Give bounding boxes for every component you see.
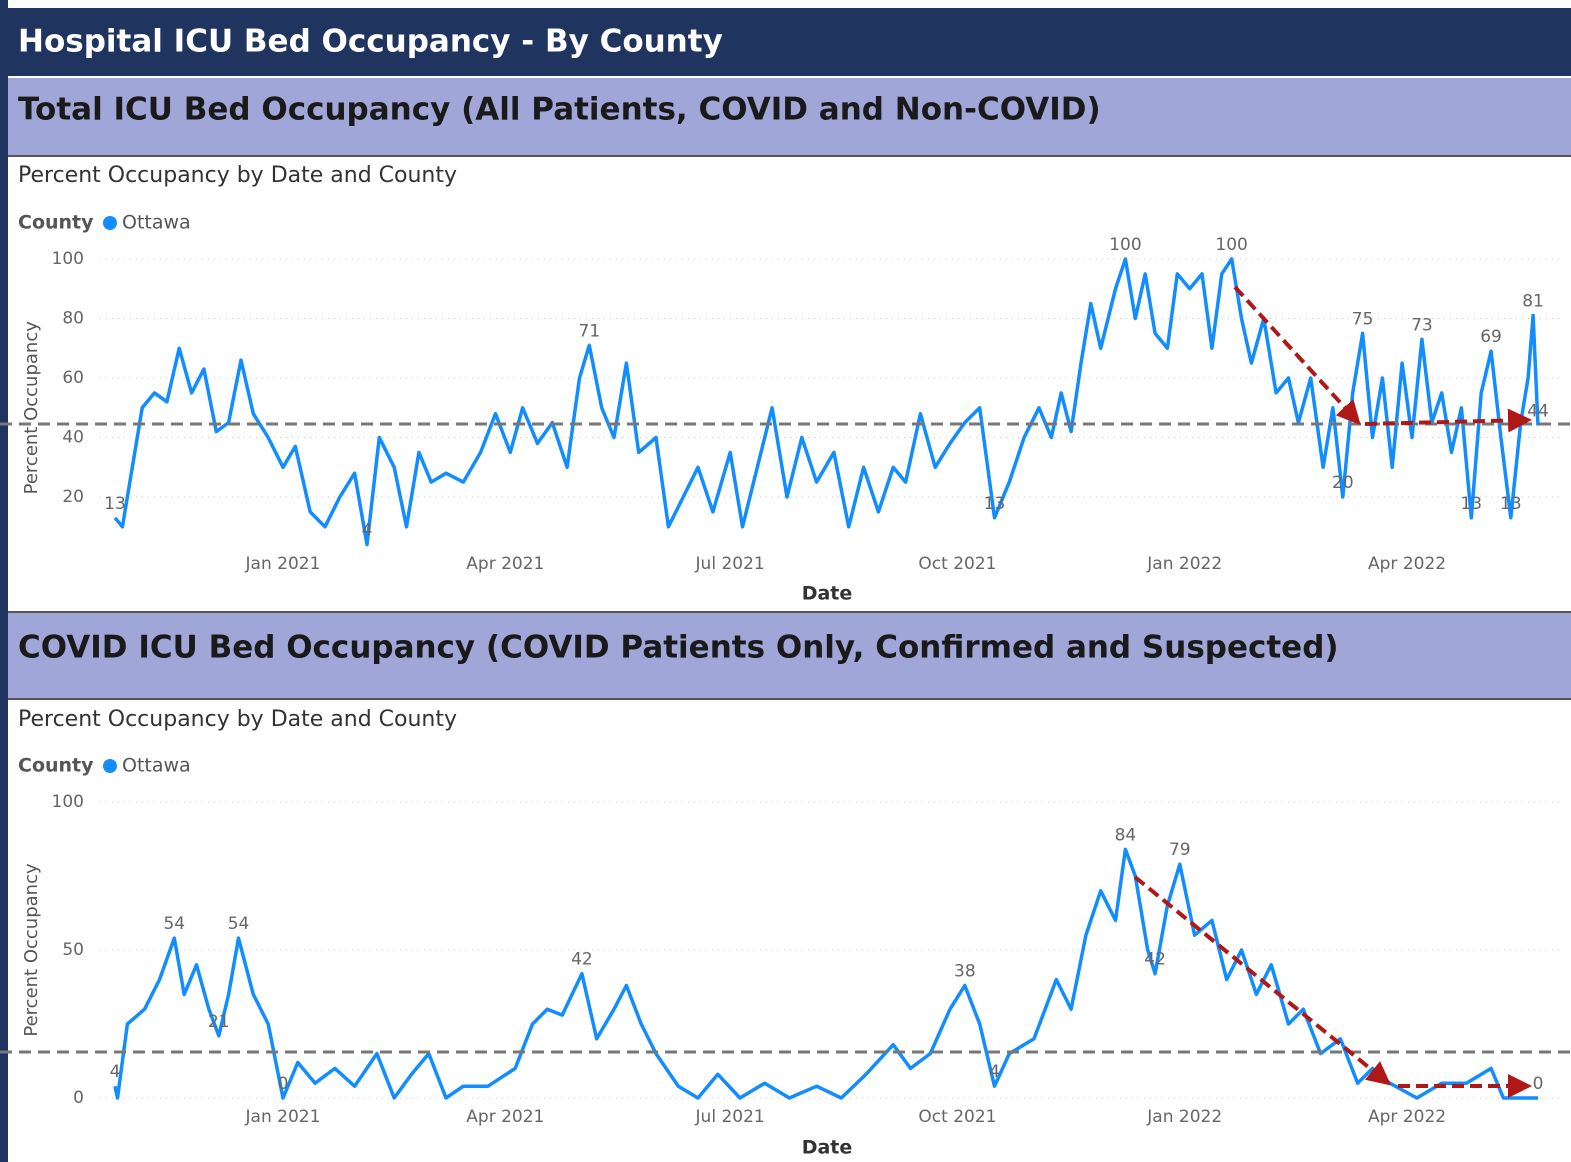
data-label: 54 [163, 914, 185, 934]
x-tick-label: Jan 2021 [245, 1107, 321, 1127]
data-label: 21 [208, 1012, 230, 1032]
data-label: 71 [579, 321, 601, 341]
x-tick-label: Jan 2021 [245, 554, 321, 574]
legend-label: Ottawa [122, 212, 191, 234]
data-label: 4 [989, 1062, 1000, 1082]
y-tick-label: 0 [73, 1088, 84, 1108]
x-tick-label: Apr 2022 [1368, 554, 1446, 574]
data-label: 69 [1480, 327, 1502, 347]
y-axis-label: Percent Occupancy [21, 863, 42, 1037]
y-tick-label: 100 [52, 792, 84, 812]
data-label: 79 [1169, 840, 1191, 860]
x-tick-label: Jan 2022 [1146, 554, 1222, 574]
data-label: 13 [104, 494, 126, 514]
legend-marker [103, 759, 117, 773]
x-tick-label: Oct 2021 [918, 1107, 996, 1127]
series-line [113, 257, 1540, 547]
data-label: 84 [1115, 825, 1137, 845]
x-tick-label: Jul 2021 [695, 554, 765, 574]
y-axis-label: Percent Occupancy [21, 321, 42, 495]
data-label: 4 [110, 1062, 121, 1082]
series-line [113, 847, 1538, 1100]
data-label: 42 [1144, 950, 1166, 970]
y-tick-label: 100 [52, 249, 84, 269]
data-label: 20 [1332, 473, 1354, 493]
y-tick-label: 80 [62, 309, 84, 329]
x-axis-label: Date [802, 1137, 853, 1159]
y-tick-label: 20 [62, 487, 84, 507]
data-label: 100 [1109, 235, 1141, 255]
data-label: 75 [1352, 309, 1374, 329]
chart-title: Percent Occupancy by Date and County [18, 707, 457, 732]
x-axis-label: Date [802, 583, 853, 605]
data-label: 4 [362, 521, 373, 541]
x-tick-label: Jan 2022 [1146, 1107, 1222, 1127]
y-tick-label: 50 [62, 940, 84, 960]
y-tick-label: 60 [62, 368, 84, 388]
data-label: 100 [1215, 235, 1247, 255]
legend-title: County [18, 755, 94, 777]
data-label: 54 [228, 914, 250, 934]
legend-marker [103, 216, 117, 230]
left-border [0, 0, 8, 1162]
section-heading: Total ICU Bed Occupancy (All Patients, C… [18, 92, 1101, 128]
x-tick-label: Apr 2021 [466, 1107, 544, 1127]
x-tick-label: Apr 2021 [466, 554, 544, 574]
trend-arrow [1364, 408, 1532, 433]
y-tick-label: 40 [62, 428, 84, 448]
data-label: 0 [278, 1074, 289, 1094]
legend-title: County [18, 212, 94, 234]
section-header [8, 78, 1571, 156]
data-label: 44 [1527, 402, 1549, 422]
data-label: 81 [1522, 292, 1544, 312]
x-tick-label: Apr 2022 [1368, 1107, 1446, 1127]
section-header [8, 613, 1571, 699]
x-tick-label: Oct 2021 [918, 554, 996, 574]
chart-title: Percent Occupancy by Date and County [18, 163, 457, 188]
trend-arrow [1133, 875, 1392, 1086]
trend-arrow [1233, 285, 1361, 425]
header-bar [8, 8, 1571, 76]
section-heading: COVID ICU Bed Occupancy (COVID Patients … [18, 630, 1339, 666]
header-title: Hospital ICU Bed Occupancy - By County [18, 24, 723, 60]
data-label: 42 [571, 950, 593, 970]
data-label: 0 [1533, 1074, 1544, 1094]
data-label: 73 [1411, 315, 1433, 335]
data-label: 13 [1460, 494, 1482, 514]
legend-label: Ottawa [122, 755, 191, 777]
x-tick-label: Jul 2021 [695, 1107, 765, 1127]
data-label: 38 [954, 962, 976, 982]
charts: Percent Occupancy by Date and County Coun… [18, 163, 1560, 1159]
data-label: 13 [984, 494, 1006, 514]
data-label: 13 [1500, 494, 1522, 514]
annotations [0, 285, 1571, 1098]
